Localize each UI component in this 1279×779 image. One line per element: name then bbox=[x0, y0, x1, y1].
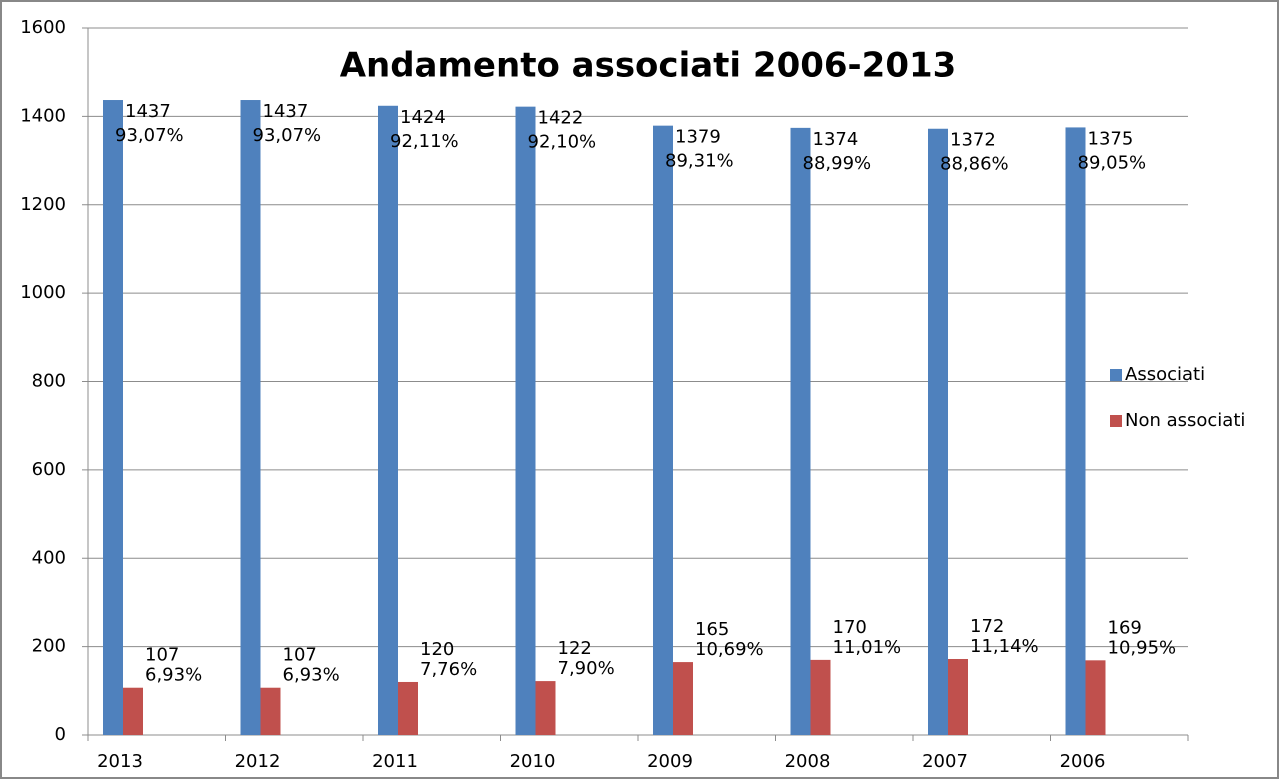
data-label: 1379 bbox=[675, 127, 721, 148]
bar bbox=[948, 658, 968, 735]
y-tick-label: 600 bbox=[32, 459, 66, 480]
bar bbox=[515, 106, 536, 735]
share-label: 10,69% bbox=[695, 639, 764, 660]
bar bbox=[240, 100, 261, 735]
bar bbox=[260, 687, 281, 735]
bar bbox=[123, 687, 143, 735]
share-label: 92,11% bbox=[390, 131, 459, 152]
data-label: 120 bbox=[420, 639, 454, 660]
data-label: 169 bbox=[1108, 617, 1142, 638]
data-label: 172 bbox=[970, 616, 1004, 637]
share-label: 92,10% bbox=[528, 132, 597, 153]
bar bbox=[653, 125, 673, 736]
share-label: 93,07% bbox=[115, 125, 184, 146]
x-tick-label: 2006 bbox=[1060, 751, 1106, 772]
data-label: 1437 bbox=[125, 101, 171, 122]
data-label: 107 bbox=[145, 645, 179, 666]
data-label: 170 bbox=[833, 617, 867, 638]
share-label: 6,93% bbox=[145, 665, 202, 686]
x-tick-label: 2013 bbox=[97, 751, 143, 772]
data-label: 107 bbox=[283, 645, 317, 666]
data-label: 1375 bbox=[1088, 128, 1134, 149]
x-tick-label: 2009 bbox=[647, 751, 693, 772]
x-tick-label: 2008 bbox=[785, 751, 831, 772]
y-tick-label: 400 bbox=[32, 547, 66, 568]
y-tick-label: 200 bbox=[32, 636, 66, 657]
share-label: 7,90% bbox=[558, 658, 615, 679]
x-tick-label: 2007 bbox=[922, 751, 968, 772]
x-tick-label: 2012 bbox=[235, 751, 281, 772]
data-label: 1374 bbox=[813, 129, 859, 150]
x-tick-label: 2010 bbox=[510, 751, 556, 772]
legend-swatch bbox=[1110, 415, 1122, 427]
data-label: 165 bbox=[695, 619, 729, 640]
bar bbox=[535, 681, 556, 735]
x-tick-label: 2011 bbox=[372, 751, 418, 772]
y-tick-label: 1400 bbox=[20, 105, 66, 126]
share-label: 11,01% bbox=[833, 637, 902, 658]
bar bbox=[928, 128, 948, 735]
share-label: 88,86% bbox=[940, 154, 1009, 175]
legend-swatch bbox=[1110, 369, 1122, 381]
bar bbox=[1085, 660, 1106, 735]
share-label: 88,99% bbox=[803, 153, 872, 174]
legend-label: Non associati bbox=[1125, 410, 1245, 431]
share-label: 89,31% bbox=[665, 151, 734, 172]
data-label: 1422 bbox=[538, 108, 584, 129]
y-tick-label: 0 bbox=[55, 724, 66, 745]
bar bbox=[790, 127, 811, 735]
chart-title: Andamento associati 2006-2013 bbox=[340, 46, 957, 86]
legend-label: Associati bbox=[1125, 364, 1205, 385]
bar bbox=[398, 681, 418, 735]
data-label: 1424 bbox=[400, 107, 446, 128]
bar bbox=[103, 100, 123, 735]
share-label: 7,76% bbox=[420, 659, 477, 680]
share-label: 11,14% bbox=[970, 636, 1039, 657]
data-label: 122 bbox=[558, 638, 592, 659]
y-tick-label: 1000 bbox=[20, 282, 66, 303]
bar bbox=[1065, 127, 1086, 735]
y-tick-label: 1600 bbox=[20, 17, 66, 38]
y-tick-label: 1200 bbox=[20, 194, 66, 215]
bar bbox=[378, 105, 398, 735]
share-label: 93,07% bbox=[253, 125, 322, 146]
y-tick-label: 800 bbox=[32, 371, 66, 392]
bar bbox=[673, 662, 693, 735]
share-label: 6,93% bbox=[283, 665, 340, 686]
data-label: 1437 bbox=[263, 101, 309, 122]
share-label: 10,95% bbox=[1108, 637, 1177, 658]
bar bbox=[810, 659, 831, 735]
share-label: 89,05% bbox=[1078, 152, 1147, 173]
data-label: 1372 bbox=[950, 130, 996, 151]
